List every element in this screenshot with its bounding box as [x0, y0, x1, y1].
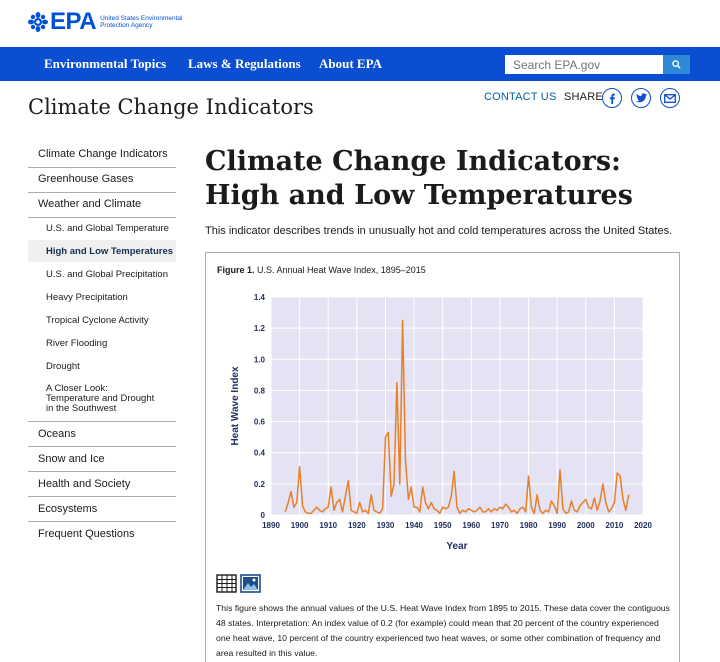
x-tick-label: 1960	[462, 521, 480, 530]
y-tick-label: 1.2	[254, 324, 266, 333]
email-icon	[664, 93, 676, 103]
x-tick-label: 1910	[319, 521, 337, 530]
x-tick-label: 1950	[434, 521, 452, 530]
x-tick-label: 1900	[291, 521, 309, 530]
sidebar-divider	[28, 521, 176, 522]
figure-description: This figure shows the annual values of t…	[216, 603, 670, 658]
y-tick-label: 0.2	[254, 480, 266, 489]
sidebar-item-oceans[interactable]: Oceans	[38, 428, 76, 440]
y-tick-label: 1.0	[254, 355, 266, 364]
sidebar-item-snow-and-ice[interactable]: Snow and Ice	[38, 453, 105, 465]
logo-subtitle: United States Environmental Protection A…	[100, 15, 183, 29]
sidebar-divider	[28, 446, 176, 447]
sidebar-item-high-low-temperatures[interactable]: High and Low Temperatures	[28, 240, 176, 262]
main-nav: Environmental Topics Laws & Regulations …	[0, 47, 720, 81]
x-tick-label: 2000	[577, 521, 595, 530]
series-line-heat-wave-index	[284, 319, 630, 515]
top-logo-bar: EPA United States Environmental Protecti…	[0, 0, 720, 47]
x-tick-label: 1930	[377, 521, 395, 530]
facebook-share-button[interactable]	[602, 88, 622, 108]
nav-environmental-topics[interactable]: Environmental Topics	[44, 56, 167, 71]
x-tick-label: 1990	[548, 521, 566, 530]
sidebar-divider	[28, 421, 176, 422]
sidebar-item-health-and-society[interactable]: Health and Society	[38, 478, 131, 490]
y-tick-label: 0.8	[254, 386, 266, 395]
sidebar-item-us-global-precipitation[interactable]: U.S. and Global Precipitation	[46, 269, 168, 280]
email-share-button[interactable]	[660, 88, 680, 108]
x-tick-label: 2010	[605, 521, 623, 530]
y-tick-label: 0.4	[254, 449, 266, 458]
heat-wave-chart: 0 0.2 0.4 0.6 0.8 1.0 1.2 1.4 1890 1900 1910 1920 19…	[230, 293, 652, 552]
x-tick-label: 1890	[262, 521, 280, 530]
sidebar-divider	[28, 167, 176, 168]
facebook-icon	[609, 93, 615, 104]
sidebar-item-frequent-questions[interactable]: Frequent Questions	[38, 528, 135, 540]
y-tick-label: 1.4	[254, 293, 266, 302]
x-tick-label: 2020	[634, 521, 652, 530]
figure-label: Figure 1.	[217, 265, 255, 275]
sidebar-divider	[28, 471, 176, 472]
figure-container: Figure 1. U.S. Annual Heat Wave Index, 1…	[205, 252, 680, 662]
x-tick-label: 1920	[348, 521, 366, 530]
table-icon[interactable]	[216, 574, 237, 593]
x-tick-label: 1940	[405, 521, 423, 530]
twitter-share-button[interactable]	[631, 88, 651, 108]
y-tick-label: 0.6	[254, 418, 266, 427]
y-axis-label: Heat Wave Index	[230, 366, 241, 446]
nav-about-epa[interactable]: About EPA	[319, 56, 382, 71]
figure-caption: Figure 1. U.S. Annual Heat Wave Index, 1…	[217, 265, 426, 275]
share-label: SHARE	[564, 91, 603, 103]
epa-flower-icon	[28, 12, 48, 32]
figure-caption-text: U.S. Annual Heat Wave Index, 1895–2015	[254, 265, 426, 275]
logo-wordmark: EPA	[50, 8, 97, 35]
page-description: This indicator describes trends in unusu…	[205, 225, 673, 237]
sidebar-item-drought[interactable]: Drought	[46, 361, 80, 372]
nav-laws-regulations[interactable]: Laws & Regulations	[188, 56, 301, 71]
search-button[interactable]	[663, 55, 690, 74]
x-tick-label: 1970	[491, 521, 509, 530]
sidebar-item-climate-change-indicators[interactable]: Climate Change Indicators	[38, 148, 168, 160]
sidebar-item-tropical-cyclone-activity[interactable]: Tropical Cyclone Activity	[46, 315, 149, 326]
x-axis-label: Year	[446, 541, 467, 552]
x-tick-label: 1980	[520, 521, 538, 530]
sidebar-divider	[28, 217, 176, 218]
figure-view-icons	[216, 574, 261, 593]
search-icon	[672, 60, 681, 69]
sidebar-item-closer-look-southwest[interactable]: A Closer Look: Temperature and Drought i…	[46, 383, 155, 414]
image-icon[interactable]	[240, 574, 261, 593]
sidebar-item-weather-and-climate[interactable]: Weather and Climate	[38, 198, 142, 210]
sidebar-divider	[28, 496, 176, 497]
search-input[interactable]	[505, 55, 663, 74]
y-tick-label: 0	[261, 511, 266, 520]
plot-area	[271, 297, 643, 515]
epa-logo[interactable]: EPA United States Environmental Protecti…	[27, 10, 190, 34]
sidebar-item-heavy-precipitation[interactable]: Heavy Precipitation	[46, 292, 128, 303]
site-section-title: Climate Change Indicators	[28, 95, 314, 119]
sidebar-item-greenhouse-gases[interactable]: Greenhouse Gases	[38, 173, 134, 185]
sidebar-item-us-global-temperature[interactable]: U.S. and Global Temperature	[46, 223, 169, 234]
twitter-icon	[635, 93, 647, 103]
contact-us-link[interactable]: CONTACT US	[484, 91, 557, 103]
sidebar-divider	[28, 192, 176, 193]
page-title: Climate Change Indicators: High and Low …	[205, 146, 633, 211]
sidebar-item-river-flooding[interactable]: River Flooding	[46, 338, 108, 349]
sidebar-item-ecosystems[interactable]: Ecosystems	[38, 503, 98, 515]
